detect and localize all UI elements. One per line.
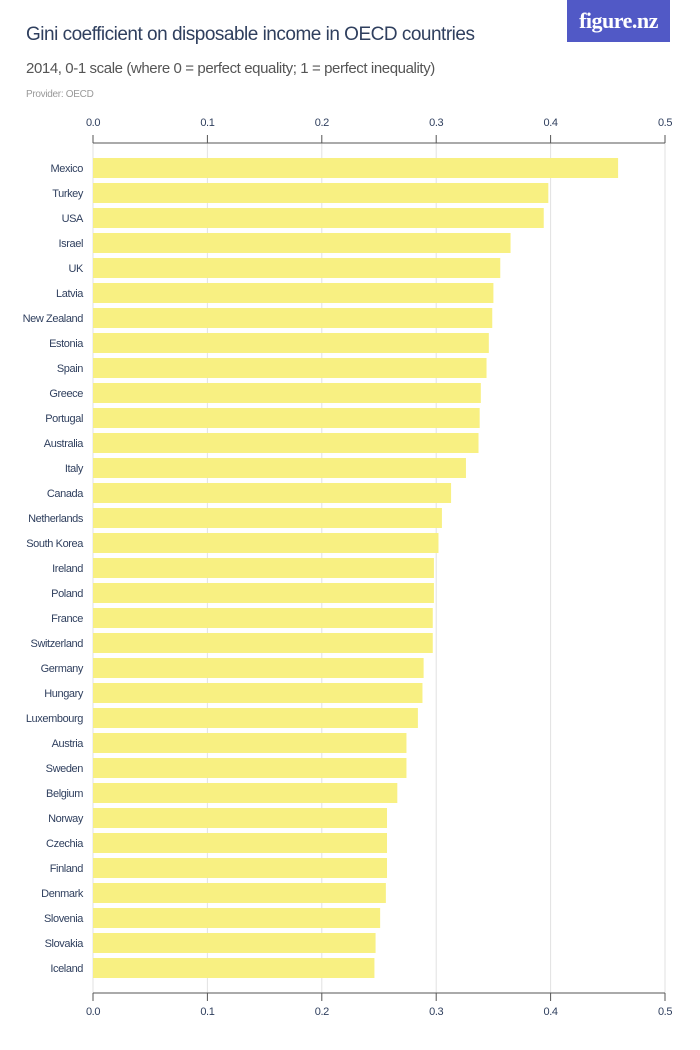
category-label: Hungary <box>44 688 84 700</box>
bar-sweden <box>93 758 407 778</box>
category-label: Spain <box>57 363 83 375</box>
category-label: Portugal <box>45 413 83 425</box>
bar-mexico <box>93 158 619 178</box>
category-label: Finland <box>50 863 84 875</box>
bar-poland <box>93 583 434 603</box>
tick-label-bottom: 0.5 <box>658 1006 672 1018</box>
bar-ireland <box>93 558 434 578</box>
bar-canada <box>93 483 452 503</box>
bar-slovenia <box>93 908 381 928</box>
bar-usa <box>93 208 544 228</box>
category-label: USA <box>62 213 84 225</box>
category-label: Australia <box>44 438 84 450</box>
tick-label-bottom: 0.2 <box>315 1006 329 1018</box>
bar-belgium <box>93 783 398 803</box>
category-label: UK <box>69 263 85 275</box>
tick-label-top: 0.3 <box>429 117 443 129</box>
bar-south-korea <box>93 533 439 553</box>
category-label: New Zealand <box>23 313 84 325</box>
category-label: Slovenia <box>44 913 84 925</box>
bar-spain <box>93 358 487 378</box>
bar-hungary <box>93 683 423 703</box>
bar-germany <box>93 658 424 678</box>
category-label: Luxembourg <box>26 713 83 725</box>
bar-italy <box>93 458 466 478</box>
bar-greece <box>93 383 481 403</box>
category-label: Mexico <box>51 163 84 175</box>
tick-label-bottom: 0.0 <box>86 1006 100 1018</box>
category-label: Italy <box>65 463 84 475</box>
bar-estonia <box>93 333 489 353</box>
category-label: Netherlands <box>28 513 84 525</box>
tick-label-bottom: 0.1 <box>200 1006 214 1018</box>
category-label: Iceland <box>50 963 83 975</box>
bar-israel <box>93 233 511 253</box>
bar-slovakia <box>93 933 376 953</box>
provider-label: Provider: OECD <box>26 89 94 100</box>
category-label: Slovakia <box>45 938 85 950</box>
tick-label-bottom: 0.3 <box>429 1006 443 1018</box>
category-label: Switzerland <box>31 638 84 650</box>
category-label: Poland <box>51 588 83 600</box>
category-label: Belgium <box>46 788 83 800</box>
bar-austria <box>93 733 407 753</box>
bar-new-zealand <box>93 308 493 328</box>
tick-label-top: 0.5 <box>658 117 672 129</box>
bar-switzerland <box>93 633 433 653</box>
bar-france <box>93 608 433 628</box>
category-label: Ireland <box>52 563 83 575</box>
bar-luxembourg <box>93 708 418 728</box>
category-label: Estonia <box>49 338 84 350</box>
bar-uk <box>93 258 501 278</box>
bar-latvia <box>93 283 494 303</box>
tick-label-bottom: 0.4 <box>544 1006 558 1018</box>
category-label: Israel <box>59 238 84 250</box>
bar-netherlands <box>93 508 442 528</box>
category-label: France <box>51 613 83 625</box>
category-label: Latvia <box>56 288 84 300</box>
tick-label-top: 0.2 <box>315 117 329 129</box>
category-label: Sweden <box>46 763 84 775</box>
bar-turkey <box>93 183 549 203</box>
bar-denmark <box>93 883 386 903</box>
bar-finland <box>93 858 388 878</box>
category-label: Czechia <box>46 838 84 850</box>
category-label: Norway <box>48 813 84 825</box>
chart-subtitle: 2014, 0-1 scale (where 0 = perfect equal… <box>26 60 435 77</box>
category-label: Canada <box>47 488 84 500</box>
bar-portugal <box>93 408 480 428</box>
category-label: Greece <box>49 388 83 400</box>
bar-australia <box>93 433 479 453</box>
figure-nz-logo[interactable]: figure.nz <box>567 0 670 42</box>
bar-czechia <box>93 833 388 853</box>
category-label: Germany <box>41 663 84 675</box>
bar-iceland <box>93 958 375 978</box>
tick-label-top: 0.4 <box>544 117 558 129</box>
tick-label-top: 0.0 <box>86 117 100 129</box>
category-label: South Korea <box>26 538 84 550</box>
category-label: Austria <box>52 738 85 750</box>
tick-label-top: 0.1 <box>200 117 214 129</box>
bar-norway <box>93 808 388 828</box>
chart-title: Gini coefficient on disposable income in… <box>26 24 475 45</box>
category-label: Turkey <box>52 188 84 200</box>
category-label: Denmark <box>41 888 84 900</box>
